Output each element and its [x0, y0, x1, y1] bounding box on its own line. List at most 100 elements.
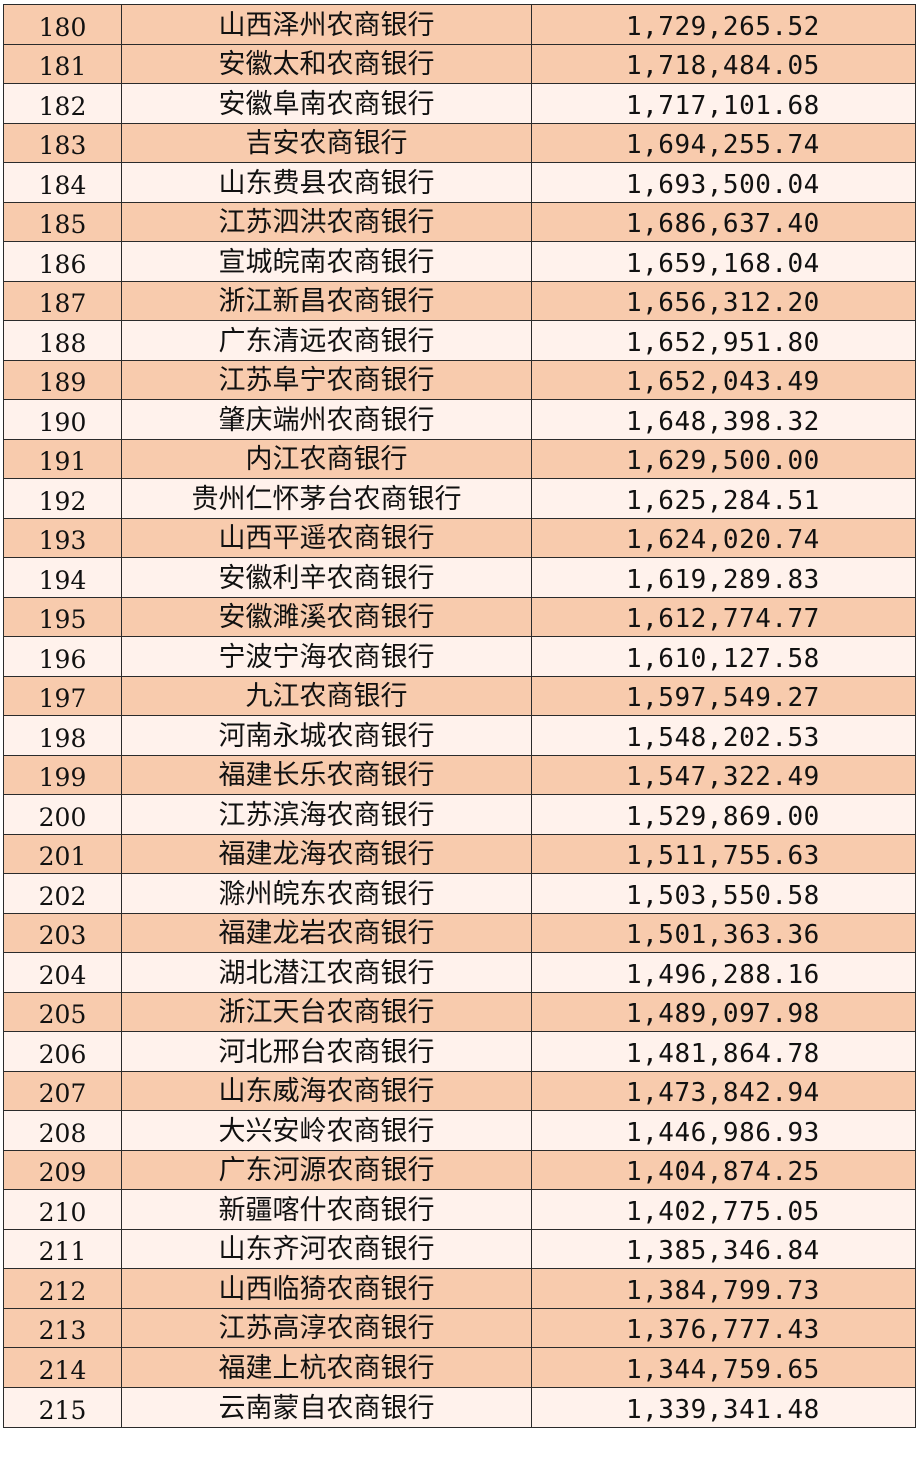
bank-name-cell: 滁州皖东农商银行 — [122, 874, 532, 914]
table-row: 192 贵州仁怀茅台农商银行 1,625,284.51 — [4, 479, 916, 519]
bank-name-cell: 安徽太和农商银行 — [122, 44, 532, 84]
amount-cell: 1,718,484.05 — [532, 44, 916, 84]
rank-cell: 199 — [4, 755, 122, 795]
rank-cell: 213 — [4, 1308, 122, 1348]
table-row: 209 广东河源农商银行 1,404,874.25 — [4, 1150, 916, 1190]
amount-cell: 1,511,755.63 — [532, 834, 916, 874]
table-row: 193 山西平遥农商银行 1,624,020.74 — [4, 518, 916, 558]
rank-cell: 185 — [4, 202, 122, 242]
table-row: 180 山西泽州农商银行 1,729,265.52 — [4, 5, 916, 45]
bank-name-cell: 山东费县农商银行 — [122, 163, 532, 203]
rank-cell: 194 — [4, 558, 122, 598]
table-row: 196 宁波宁海农商银行 1,610,127.58 — [4, 637, 916, 677]
rank-cell: 205 — [4, 992, 122, 1032]
bank-name-cell: 江苏高淳农商银行 — [122, 1308, 532, 1348]
bank-name-cell: 江苏泗洪农商银行 — [122, 202, 532, 242]
bank-name-cell: 宁波宁海农商银行 — [122, 637, 532, 677]
rank-cell: 198 — [4, 716, 122, 756]
rank-cell: 201 — [4, 834, 122, 874]
amount-cell: 1,376,777.43 — [532, 1308, 916, 1348]
rank-cell: 197 — [4, 676, 122, 716]
amount-cell: 1,717,101.68 — [532, 84, 916, 124]
bank-name-cell: 河北邢台农商银行 — [122, 1032, 532, 1072]
amount-cell: 1,473,842.94 — [532, 1071, 916, 1111]
table-row: 204 湖北潜江农商银行 1,496,288.16 — [4, 953, 916, 993]
rank-cell: 192 — [4, 479, 122, 519]
bank-name-cell: 江苏阜宁农商银行 — [122, 360, 532, 400]
amount-cell: 1,652,043.49 — [532, 360, 916, 400]
bank-name-cell: 福建龙海农商银行 — [122, 834, 532, 874]
bank-name-cell: 云南蒙自农商银行 — [122, 1387, 532, 1428]
amount-cell: 1,656,312.20 — [532, 281, 916, 321]
bank-name-cell: 广东河源农商银行 — [122, 1150, 532, 1190]
bank-name-cell: 福建上杭农商银行 — [122, 1348, 532, 1388]
bank-name-cell: 浙江新昌农商银行 — [122, 281, 532, 321]
amount-cell: 1,648,398.32 — [532, 400, 916, 440]
bank-name-cell: 山东威海农商银行 — [122, 1071, 532, 1111]
rank-cell: 186 — [4, 242, 122, 282]
table-row: 189 江苏阜宁农商银行 1,652,043.49 — [4, 360, 916, 400]
table-row: 186 宣城皖南农商银行 1,659,168.04 — [4, 242, 916, 282]
rank-cell: 206 — [4, 1032, 122, 1072]
table-row: 198 河南永城农商银行 1,548,202.53 — [4, 716, 916, 756]
table-row: 202 滁州皖东农商银行 1,503,550.58 — [4, 874, 916, 914]
table-row: 190 肇庆端州农商银行 1,648,398.32 — [4, 400, 916, 440]
table-row: 201 福建龙海农商银行 1,511,755.63 — [4, 834, 916, 874]
amount-cell: 1,610,127.58 — [532, 637, 916, 677]
ranking-table: 180 山西泽州农商银行 1,729,265.52 181 安徽太和农商银行 1,718,… — [3, 4, 916, 1428]
table-row: 200 江苏滨海农商银行 1,529,869.00 — [4, 795, 916, 835]
bank-name-cell: 宣城皖南农商银行 — [122, 242, 532, 282]
table-row: 188 广东清远农商银行 1,652,951.80 — [4, 321, 916, 361]
table-row: 210 新疆喀什农商银行 1,402,775.05 — [4, 1190, 916, 1230]
amount-cell: 1,501,363.36 — [532, 913, 916, 953]
amount-cell: 1,489,097.98 — [532, 992, 916, 1032]
table-row: 194 安徽利辛农商银行 1,619,289.83 — [4, 558, 916, 598]
table-row: 205 浙江天台农商银行 1,489,097.98 — [4, 992, 916, 1032]
table-row: 199 福建长乐农商银行 1,547,322.49 — [4, 755, 916, 795]
bank-name-cell: 福建龙岩农商银行 — [122, 913, 532, 953]
bank-name-cell: 福建长乐农商银行 — [122, 755, 532, 795]
amount-cell: 1,619,289.83 — [532, 558, 916, 598]
rank-cell: 188 — [4, 321, 122, 361]
rank-cell: 193 — [4, 518, 122, 558]
amount-cell: 1,693,500.04 — [532, 163, 916, 203]
amount-cell: 1,344,759.65 — [532, 1348, 916, 1388]
bank-name-cell: 肇庆端州农商银行 — [122, 400, 532, 440]
rank-cell: 208 — [4, 1111, 122, 1151]
bank-name-cell: 山西泽州农商银行 — [122, 5, 532, 45]
amount-cell: 1,529,869.00 — [532, 795, 916, 835]
table-row: 214 福建上杭农商银行 1,344,759.65 — [4, 1348, 916, 1388]
table-row: 185 江苏泗洪农商银行 1,686,637.40 — [4, 202, 916, 242]
rank-cell: 180 — [4, 5, 122, 45]
rank-cell: 196 — [4, 637, 122, 677]
rank-cell: 200 — [4, 795, 122, 835]
table-row: 182 安徽阜南农商银行 1,717,101.68 — [4, 84, 916, 124]
rank-cell: 187 — [4, 281, 122, 321]
amount-cell: 1,597,549.27 — [532, 676, 916, 716]
rank-cell: 212 — [4, 1269, 122, 1309]
amount-cell: 1,496,288.16 — [532, 953, 916, 993]
rank-cell: 191 — [4, 439, 122, 479]
table-row: 203 福建龙岩农商银行 1,501,363.36 — [4, 913, 916, 953]
rank-cell: 181 — [4, 44, 122, 84]
rank-cell: 195 — [4, 597, 122, 637]
table-row: 208 大兴安岭农商银行 1,446,986.93 — [4, 1111, 916, 1151]
bank-name-cell: 山西临猗农商银行 — [122, 1269, 532, 1309]
amount-cell: 1,385,346.84 — [532, 1229, 916, 1269]
amount-cell: 1,624,020.74 — [532, 518, 916, 558]
bank-name-cell: 内江农商银行 — [122, 439, 532, 479]
rank-cell: 209 — [4, 1150, 122, 1190]
amount-cell: 1,729,265.52 — [532, 5, 916, 45]
amount-cell: 1,339,341.48 — [532, 1387, 916, 1428]
amount-cell: 1,503,550.58 — [532, 874, 916, 914]
rank-cell: 210 — [4, 1190, 122, 1230]
table-row: 211 山东齐河农商银行 1,385,346.84 — [4, 1229, 916, 1269]
table-row: 213 江苏高淳农商银行 1,376,777.43 — [4, 1308, 916, 1348]
rank-cell: 211 — [4, 1229, 122, 1269]
amount-cell: 1,686,637.40 — [532, 202, 916, 242]
table-row: 191 内江农商银行 1,629,500.00 — [4, 439, 916, 479]
bank-name-cell: 安徽利辛农商银行 — [122, 558, 532, 598]
bank-name-cell: 大兴安岭农商银行 — [122, 1111, 532, 1151]
table-row: 184 山东费县农商银行 1,693,500.04 — [4, 163, 916, 203]
amount-cell: 1,612,774.77 — [532, 597, 916, 637]
